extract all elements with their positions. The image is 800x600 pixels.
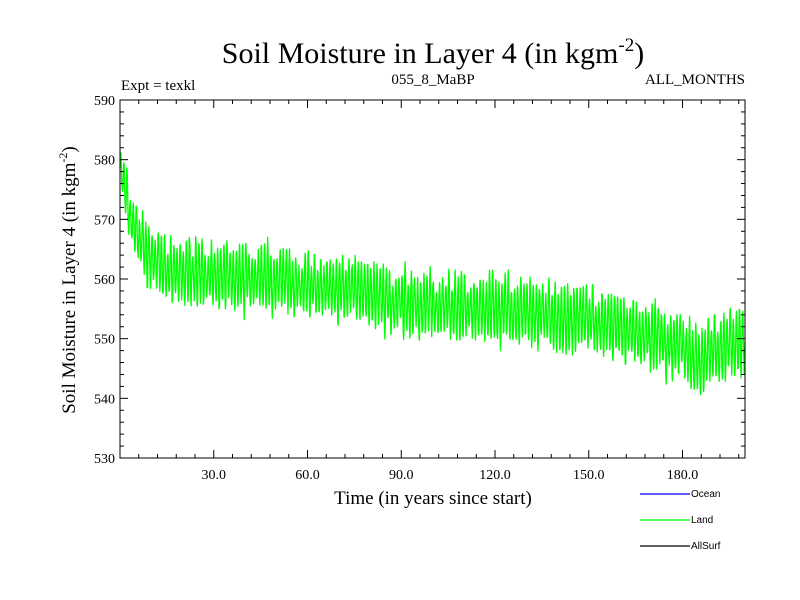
- y-tick-label: 540: [94, 392, 115, 407]
- series-layer: [119, 151, 746, 396]
- legend-label-allsurf: AllSurf: [691, 541, 721, 552]
- y-tick-label: 530: [94, 452, 115, 467]
- legend: Ocean Land AllSurf: [640, 489, 721, 552]
- axes-layer: 530 540 550 560 570 580 590 30.0 60.0 90.0 120.0 15…: [94, 94, 745, 483]
- chart-title-main: Soil Moisture in Layer 4 (in kgm: [222, 37, 619, 70]
- x-tick-label: 30.0: [202, 468, 227, 483]
- x-tick-label: 180.0: [667, 468, 699, 483]
- y-axis-title-main: Soil Moisture in Layer 4 (in kgm: [59, 162, 80, 413]
- chart-title: Soil Moisture in Layer 4 (in kgm-2): [222, 35, 644, 70]
- x-tick-label: 150.0: [573, 468, 605, 483]
- y-axis-title-superscript: -2: [56, 153, 70, 163]
- legend-label-ocean: Ocean: [691, 489, 720, 500]
- y-tick-label: 580: [94, 154, 115, 169]
- x-tick-label: 120.0: [479, 468, 511, 483]
- y-tick-label: 590: [94, 94, 115, 109]
- y-axis-title: Soil Moisture in Layer 4 (in kgm-2): [56, 146, 80, 414]
- x-axis-title: Time (in years since start): [334, 488, 532, 509]
- subtitle-months: ALL_MONTHS: [645, 72, 745, 88]
- subtitle-period: 055_8_MaBP: [391, 72, 474, 88]
- x-tick-label: 60.0: [295, 468, 320, 483]
- y-tick-label: 550: [94, 333, 115, 348]
- y-axis-title-close: ): [59, 146, 80, 152]
- chart-title-superscript: -2: [618, 35, 634, 56]
- x-tick-label: 90.0: [389, 468, 414, 483]
- y-tick-label: 570: [94, 213, 115, 228]
- subtitle-experiment: Expt = texkl: [121, 78, 195, 94]
- y-tick-label: 560: [94, 273, 115, 288]
- chart-title-close: ): [634, 37, 644, 70]
- legend-label-land: Land: [691, 515, 713, 526]
- series-line-land: [119, 151, 746, 396]
